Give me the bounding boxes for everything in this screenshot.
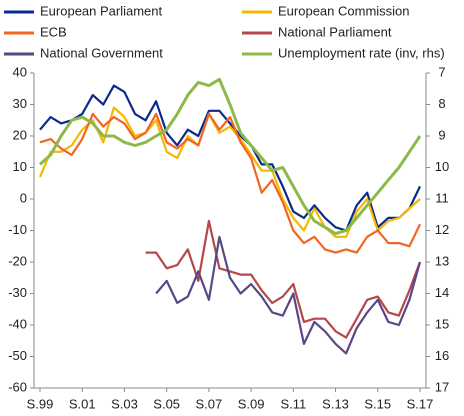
y-tick-label: 10 — [13, 159, 27, 174]
legend-label: European Commission — [278, 3, 410, 18]
x-tick-label: S.07 — [196, 396, 223, 411]
series-line — [38, 106, 421, 238]
x-tick-label: S.01 — [69, 396, 96, 411]
x-tick-label: S.99 — [27, 396, 54, 411]
series-line — [38, 77, 422, 236]
x-tick-label: S.03 — [111, 396, 138, 411]
x-tick-label: S.13 — [322, 396, 349, 411]
y-tick-label: -60 — [8, 379, 27, 394]
y-tick-label: -30 — [8, 285, 27, 300]
x-tick-label: S.09 — [238, 396, 265, 411]
series-line — [145, 219, 422, 339]
y2-tick-label: 12 — [435, 222, 449, 237]
y-tick-label: -50 — [8, 348, 27, 363]
x-tick-label: S.15 — [364, 396, 391, 411]
y2-tick-label: 7 — [438, 64, 445, 79]
y2-tick-label: 17 — [435, 379, 449, 394]
legend-label: European Parliament — [40, 3, 163, 18]
y2-tick-label: 15 — [435, 316, 449, 331]
y-tick-label: 20 — [13, 127, 27, 142]
y-tick-label: 0 — [20, 190, 27, 205]
y-tick-label: 30 — [13, 96, 27, 111]
legend-label: National Parliament — [278, 24, 392, 39]
series-line — [155, 235, 422, 355]
y2-tick-label: 13 — [435, 253, 449, 268]
y-tick-label: 40 — [13, 64, 27, 79]
y-tick-label: -10 — [8, 222, 27, 237]
y2-tick-label: 16 — [435, 348, 449, 363]
y-tick-label: -20 — [8, 253, 27, 268]
y2-tick-label: 11 — [435, 190, 449, 205]
legend-label: Unemployment rate (inv, rhs) — [278, 45, 445, 60]
y2-tick-label: 8 — [438, 96, 445, 111]
x-tick-label: S.17 — [407, 396, 434, 411]
x-tick-label: S.11 — [280, 396, 306, 411]
y-tick-label: -40 — [8, 316, 27, 331]
legend-label: ECB — [40, 24, 67, 39]
x-tick-label: S.05 — [153, 396, 180, 411]
y2-tick-label: 9 — [438, 127, 445, 142]
series-line — [39, 84, 421, 232]
series-line — [39, 112, 421, 254]
legend-label: National Government — [40, 45, 163, 60]
y2-tick-label: 10 — [435, 159, 449, 174]
y2-tick-label: 14 — [435, 285, 449, 300]
